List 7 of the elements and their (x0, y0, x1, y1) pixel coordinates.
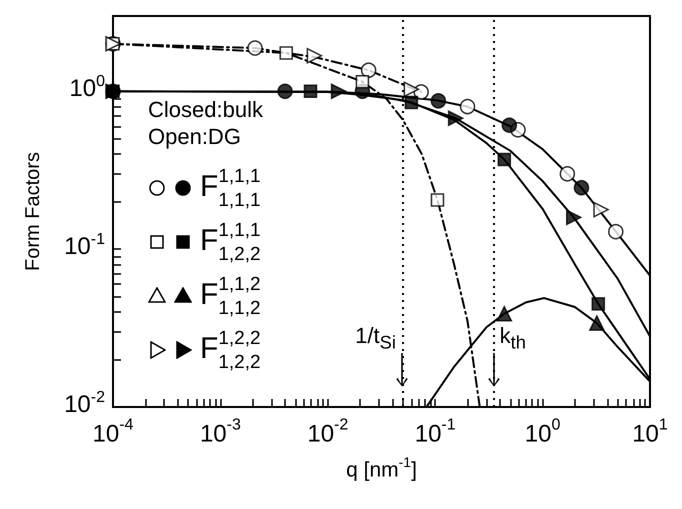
y-tick-label: 10$^{0}$ (69, 73, 105, 104)
y-axis-title: Form Factors (22, 152, 44, 271)
y-tick-label: 10$^{-1}$ (64, 231, 105, 262)
y-tick-label: 10$^{-2}$ (64, 389, 105, 419)
ref-line-label: 1/t$_{Si}$ (355, 322, 396, 354)
legend-title: Closed:bulk Open:DG (148, 96, 263, 150)
ref-line-label: k$_{th}$ (500, 322, 526, 354)
